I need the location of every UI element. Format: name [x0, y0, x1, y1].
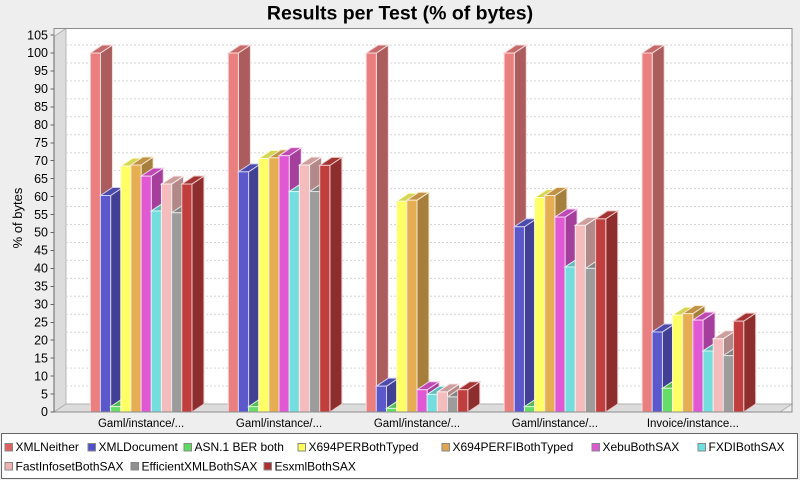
- svg-text:100: 100: [27, 46, 48, 60]
- svg-text:Results per Test (% of bytes): Results per Test (% of bytes): [267, 3, 533, 25]
- svg-text:95: 95: [34, 64, 48, 78]
- svg-text:X694PERFIBothTyped: X694PERFIBothTyped: [453, 440, 574, 454]
- svg-text:Invoice/instance...: Invoice/instance...: [647, 418, 739, 430]
- svg-text:70: 70: [34, 154, 48, 168]
- svg-text:55: 55: [34, 208, 48, 222]
- svg-text:5: 5: [41, 387, 48, 401]
- svg-text:50: 50: [34, 226, 48, 240]
- svg-text:65: 65: [34, 172, 48, 186]
- svg-text:ASN.1 BER both: ASN.1 BER both: [195, 440, 284, 454]
- svg-text:FXDIBothSAX: FXDIBothSAX: [709, 440, 785, 454]
- svg-text:Gaml/instance/...: Gaml/instance/...: [236, 418, 322, 430]
- svg-text:20: 20: [34, 333, 48, 347]
- svg-text:105: 105: [27, 28, 48, 42]
- svg-text:85: 85: [34, 100, 48, 114]
- svg-text:30: 30: [34, 298, 48, 312]
- svg-text:Gaml/instance/...: Gaml/instance/...: [98, 418, 184, 430]
- svg-text:75: 75: [34, 136, 48, 150]
- svg-text:FastInfosetBothSAX: FastInfosetBothSAX: [16, 460, 124, 474]
- svg-text:EsxmlBothSAX: EsxmlBothSAX: [275, 460, 356, 474]
- svg-text:Gaml/instance/...: Gaml/instance/...: [512, 418, 598, 430]
- svg-text:% of bytes: % of bytes: [10, 187, 25, 248]
- svg-text:35: 35: [34, 280, 48, 294]
- svg-text:XMLNeither: XMLNeither: [16, 440, 79, 454]
- svg-text:10: 10: [34, 369, 48, 383]
- svg-text:Gaml/instance/...: Gaml/instance/...: [374, 418, 460, 430]
- svg-text:80: 80: [34, 118, 48, 132]
- svg-text:EfficientXMLBothSAX: EfficientXMLBothSAX: [142, 460, 258, 474]
- svg-text:15: 15: [34, 351, 48, 365]
- svg-text:45: 45: [34, 244, 48, 258]
- svg-text:0: 0: [41, 405, 48, 419]
- svg-text:25: 25: [34, 315, 48, 329]
- svg-text:XebuBothSAX: XebuBothSAX: [603, 440, 680, 454]
- svg-text:90: 90: [34, 82, 48, 96]
- svg-text:40: 40: [34, 262, 48, 276]
- svg-text:X694PERBothTyped: X694PERBothTyped: [309, 440, 419, 454]
- svg-text:XMLDocument: XMLDocument: [99, 440, 179, 454]
- svg-text:60: 60: [34, 190, 48, 204]
